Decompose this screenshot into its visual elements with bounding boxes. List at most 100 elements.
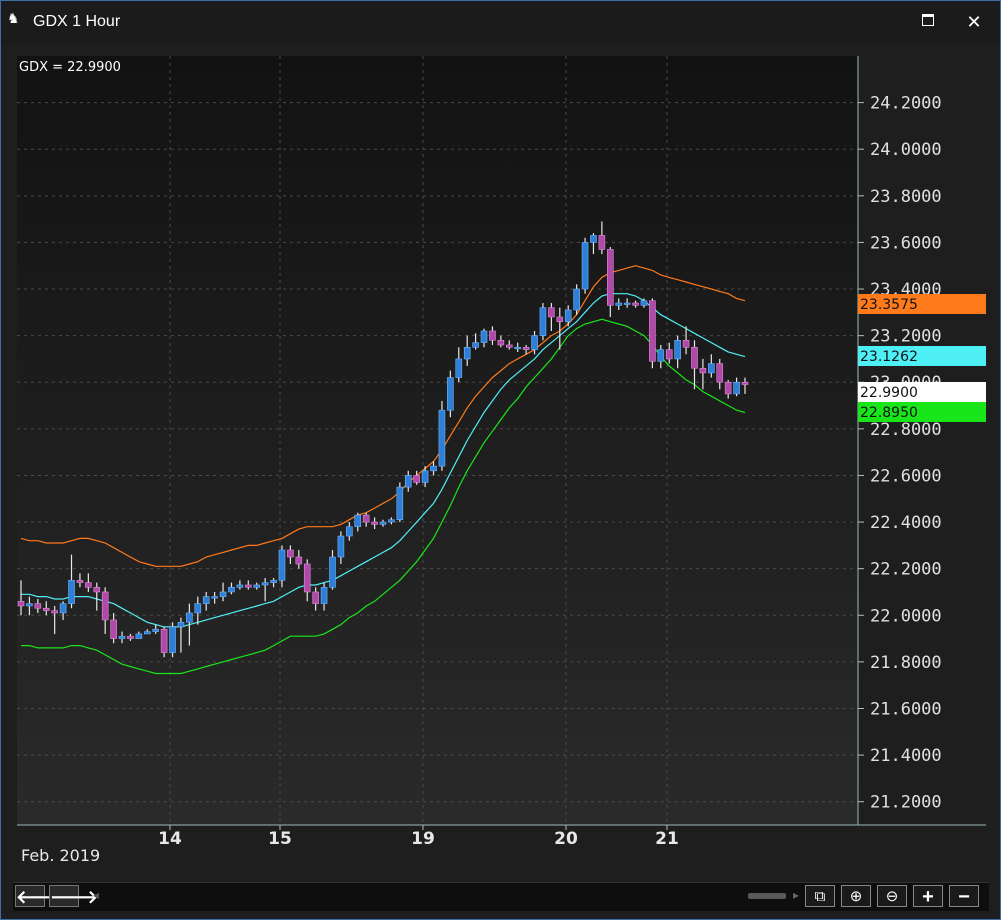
candle-body [590,235,597,243]
candle-body [118,635,126,639]
candle-body [733,381,740,395]
candle-body [17,600,25,607]
x-tick-label: 21 [655,829,679,849]
y-tick-label: 23.8000 [870,187,942,207]
candle-body [623,302,631,305]
candle-body [329,556,336,588]
zoom-in-button[interactable]: ⊕ [841,885,871,907]
candle-body [135,633,143,639]
candle-body [724,381,732,395]
price-tag-label: 23.3575 [860,297,918,313]
scroll-forward-button[interactable]: 🡒 [49,885,98,907]
band-line-upper [20,265,746,567]
add-bar-button[interactable]: + [913,885,943,908]
x-tick-label: 19 [411,829,435,849]
window-title: GDX 1 Hour [33,13,121,30]
candle-body [607,249,614,306]
candle-body [463,346,471,360]
title-bar[interactable]: ♞ GDX 1 Hour ✕ [1,1,1000,45]
candle-body [556,316,564,322]
candle-body [708,363,715,374]
y-tick-label: 22.2000 [870,560,942,580]
candle-body [51,610,58,614]
candle-body [312,591,319,604]
price-tag-bg [858,382,986,402]
candle-body [101,591,109,621]
y-tick-label: 24.2000 [870,94,942,114]
price-tag-label: 22.9900 [860,385,918,401]
candlestick-chart[interactable]: 24.200024.000023.800023.600023.400023.20… [15,54,986,875]
candle-body [169,626,176,653]
y-tick-label: 24.0000 [870,140,942,160]
price-tag-bg [858,346,986,366]
candle-body [26,603,33,607]
candle-body [152,628,159,632]
price-tag-bg [858,294,986,314]
candle-body [362,514,370,523]
y-tick-label: 21.4000 [870,746,942,766]
candle-body [194,603,202,614]
candle-body [522,346,530,350]
fit-view-button[interactable]: ⧉ [805,885,835,907]
candle-body [42,607,50,611]
candle-body [665,349,673,360]
plus-icon: + [922,886,934,908]
price-tag-label: 23.1262 [860,349,918,365]
price-tag-label: 22.8950 [860,405,918,421]
band-line-lower [21,318,746,675]
candle-body [691,346,698,369]
candle-body [413,475,420,483]
candle-body [548,307,555,318]
bull-bear-icon: ♞ [7,10,20,26]
chart-area[interactable]: 24.2000 24.0000 23.8000 23.6000 23.4000 23.20… [15,54,986,875]
candle-body [379,521,387,525]
maximize-button[interactable] [915,9,941,35]
candle-body [447,377,454,411]
scroll-back-button[interactable]: 🡐 [15,885,64,907]
candle-body [34,603,42,609]
fit-view-icon: ⧉ [814,888,826,905]
maximize-icon [922,14,934,27]
candle-body [741,381,749,385]
candle-body [657,349,665,362]
candle-body [278,549,286,581]
horizontal-scrollbar[interactable]: ◂ ▸ [93,888,813,902]
scroll-left-arrow-icon[interactable]: ◂ [93,888,100,902]
plot-area [17,56,858,825]
close-button[interactable]: ✕ [961,9,987,35]
candle-body [228,587,235,593]
y-tick-label: 23.6000 [870,233,942,253]
candle-body [421,470,429,483]
candle-body [573,288,580,311]
x-tick-label: 14 [158,829,182,849]
candle-body [514,346,521,350]
candle-body [640,300,648,306]
candle-body [186,612,193,623]
candle-body [615,302,623,306]
candle-body [110,619,117,639]
candle-body [270,580,277,583]
candle-body [489,330,496,341]
candle-body [531,335,538,350]
candle-body [337,535,345,558]
candle-body [127,635,134,639]
candle-body [245,584,252,588]
zoom-in-icon: ⊕ [849,888,863,905]
scroll-right-arrow-icon[interactable]: ▸ [793,888,800,902]
y-tick-label: 22.4000 [870,513,942,533]
candle-body [303,563,311,593]
candle-body [287,549,294,558]
scrollbar-thumb[interactable] [748,893,786,899]
zoom-out-button[interactable]: ⊖ [877,885,907,907]
candle-body [581,242,589,290]
candle-body [497,339,505,346]
arrow-right-icon: 🡒 [50,887,99,907]
remove-bar-button[interactable]: − [949,885,979,908]
candle-body [76,580,84,583]
candle-body [480,330,488,343]
candle-body [539,307,547,336]
y-tick-label: 22.6000 [870,466,942,486]
candle-body [396,486,404,521]
candle-body [93,587,101,593]
